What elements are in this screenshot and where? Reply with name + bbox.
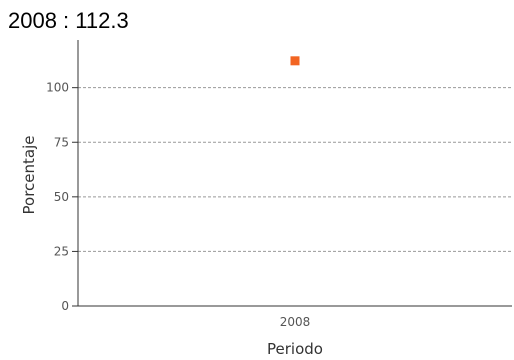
data-point[interactable]: [290, 56, 300, 66]
y-tick-label: 50: [54, 190, 69, 204]
point-layer: [290, 56, 300, 66]
y-tick-label: 75: [54, 135, 69, 149]
grid-layer: [78, 87, 512, 252]
y-axis-title: Porcentaje: [20, 136, 38, 215]
y-tick-label: 0: [61, 299, 69, 313]
x-axis-title: Periodo: [267, 340, 323, 358]
tick-layer: 0 25 50 75 100 2008: [46, 81, 310, 329]
y-tick-label: 25: [54, 244, 69, 258]
axis-layer: [72, 40, 512, 307]
chart-tooltip-title: 2008 : 112.3: [8, 8, 129, 33]
x-tick-label: 2008: [280, 315, 311, 329]
y-tick-label: 100: [46, 81, 69, 95]
